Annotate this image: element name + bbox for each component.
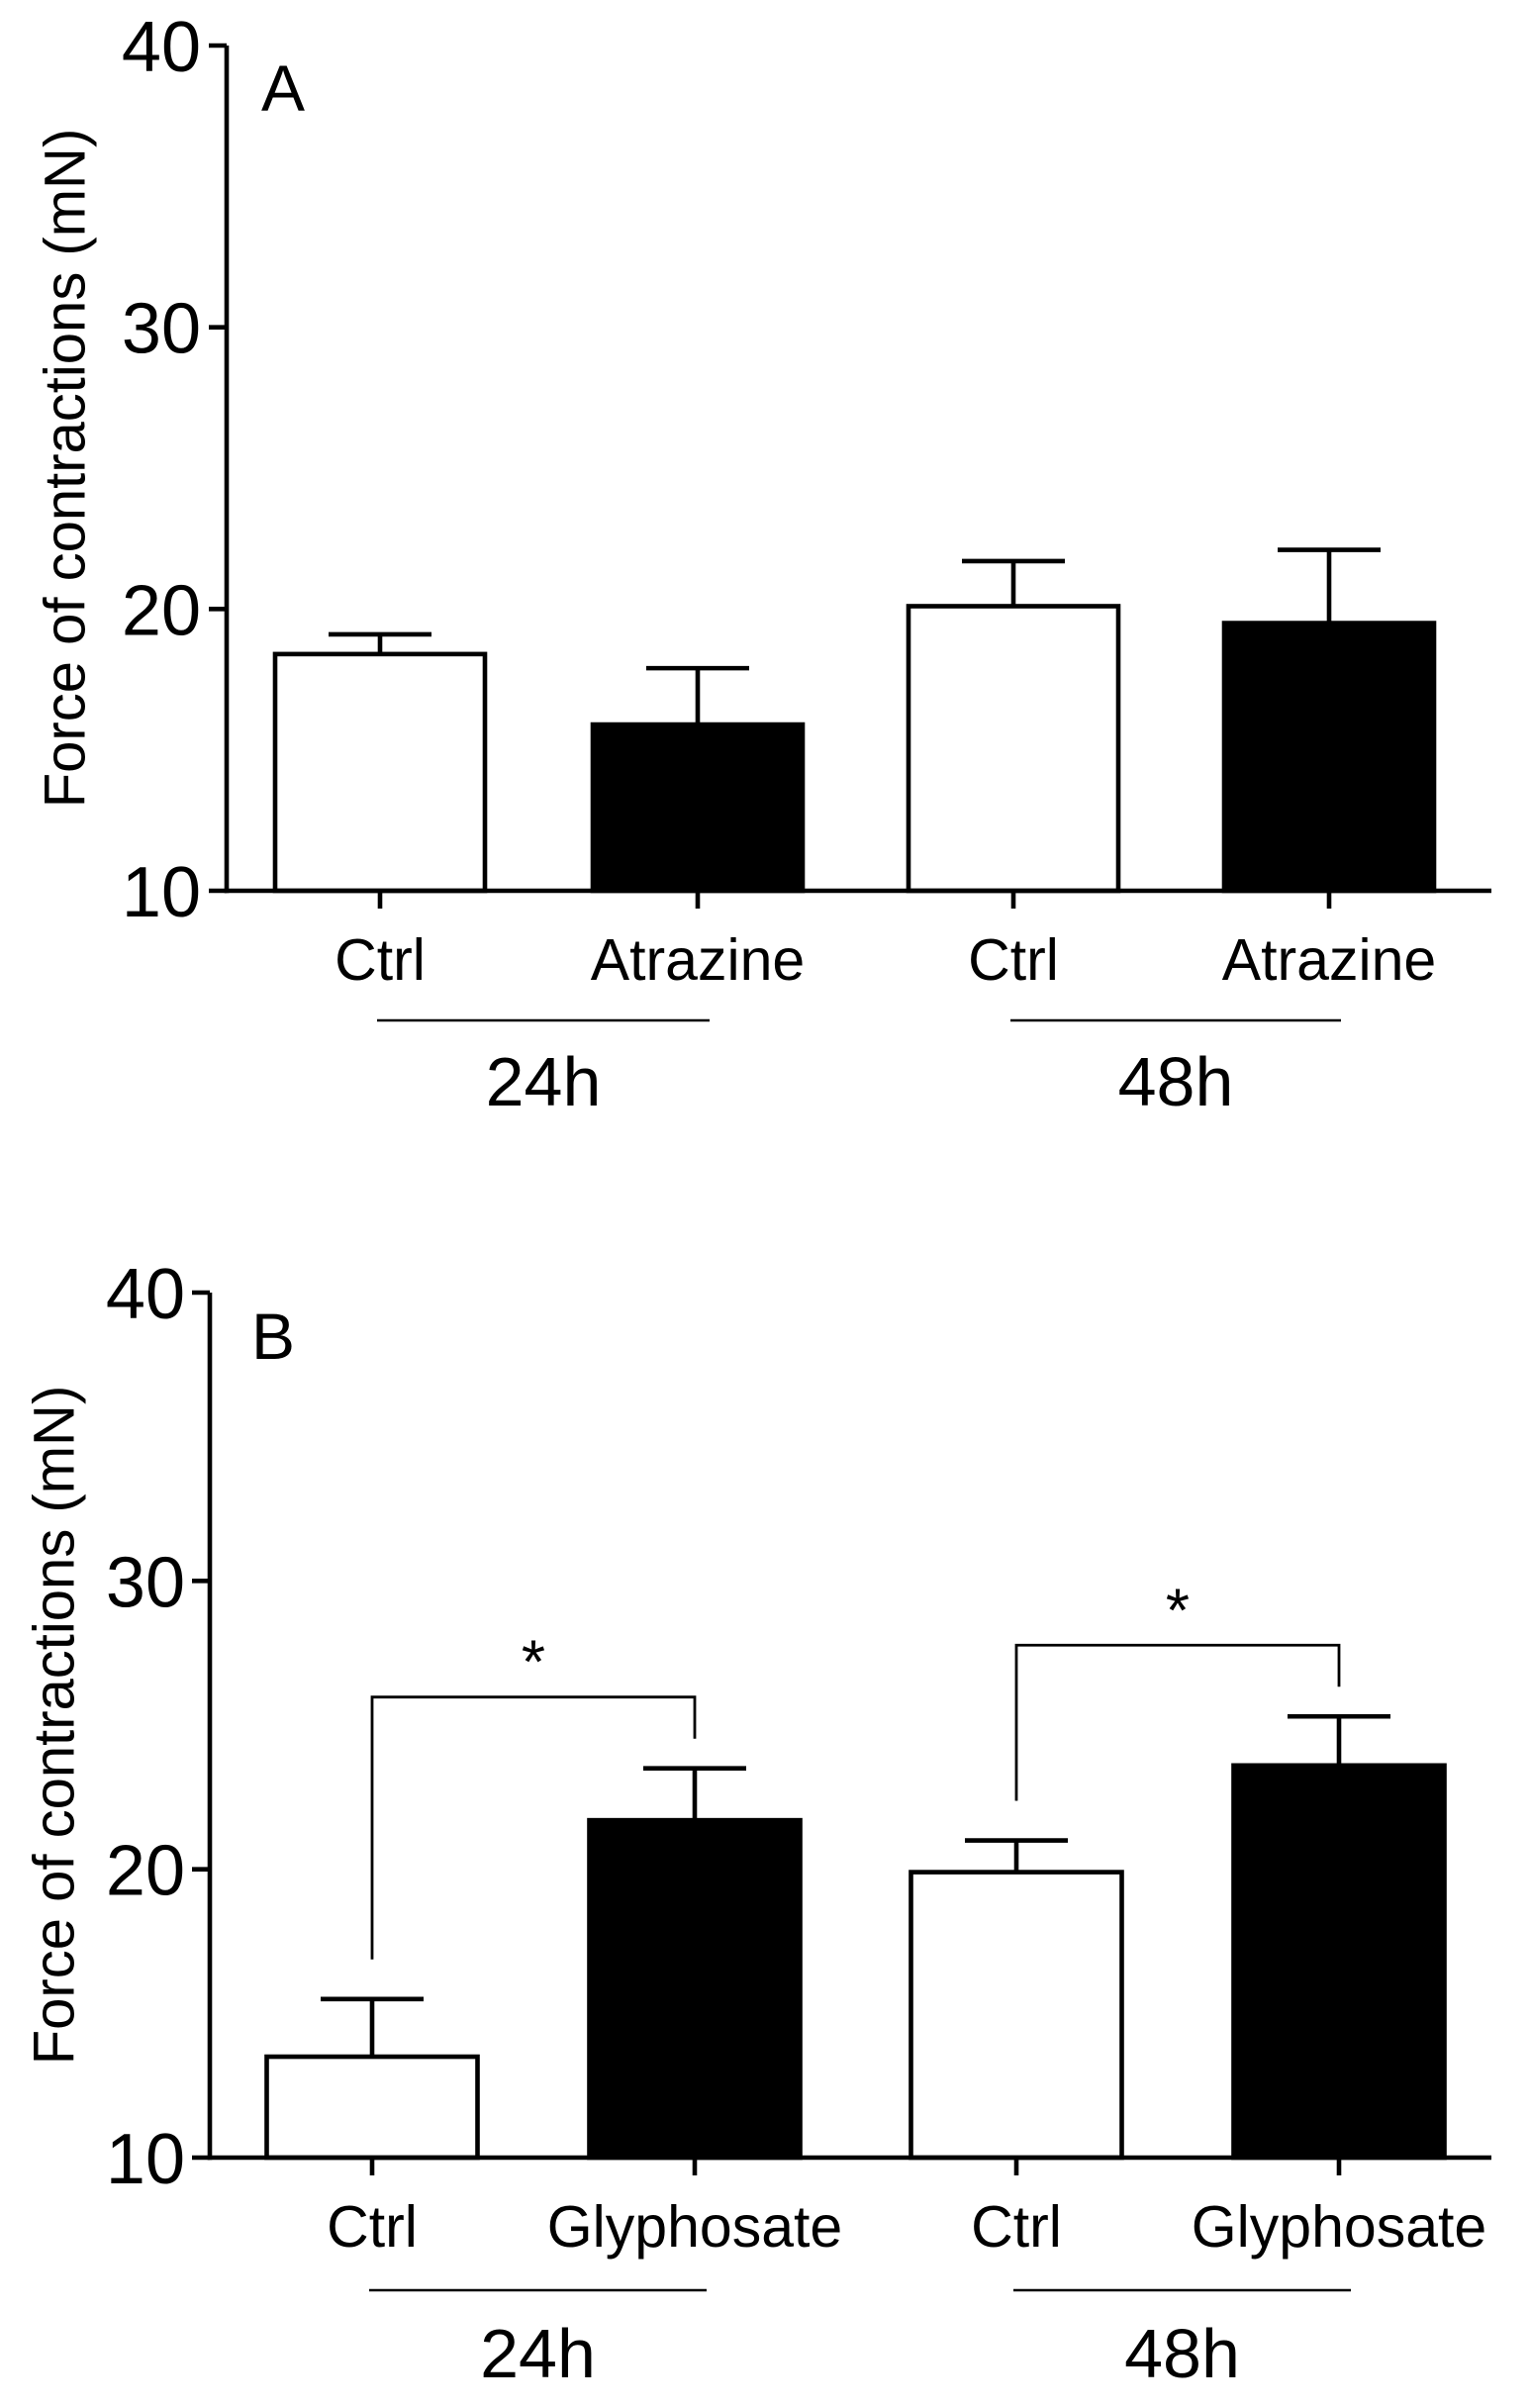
category-label-b-3: Ctrl bbox=[971, 2194, 1062, 2260]
bar-b-3 bbox=[908, 1870, 1124, 2161]
y-tick-label-b-30: 30 bbox=[106, 1543, 185, 1622]
category-label-b-2: Glyphosate bbox=[547, 2194, 842, 2260]
bar-b-1 bbox=[264, 2054, 480, 2161]
group-label-a-1: 24h bbox=[486, 1043, 602, 1120]
panel-b: Ctrl Glyphosate Ctrl Glyphosate 10 20 30 40 Forc… bbox=[23, 1255, 1491, 2392]
group-label-b-2: 48h bbox=[1124, 2315, 1240, 2392]
panel-label-a: A bbox=[261, 51, 305, 125]
category-label-a-4: Atrazine bbox=[1222, 927, 1436, 993]
bar-a-4 bbox=[1221, 621, 1437, 894]
category-label-b-1: Ctrl bbox=[327, 2194, 418, 2260]
category-label-b-4: Glyphosate bbox=[1192, 2194, 1486, 2260]
y-tick-label-a-40: 40 bbox=[122, 8, 201, 87]
bar-a-1 bbox=[272, 651, 488, 894]
bar-b-2 bbox=[587, 1817, 803, 2161]
significance-label-b-1: * bbox=[522, 1629, 545, 1697]
significance-bracket-b-1 bbox=[370, 1695, 697, 1960]
category-label-a-1: Ctrl bbox=[335, 927, 426, 993]
panel-a: Ctrl Atrazine Ctrl Atrazine 10 20 30 40 Force of… bbox=[34, 8, 1491, 1120]
category-label-a-3: Ctrl bbox=[968, 927, 1059, 993]
y-tick-label-b-40: 40 bbox=[106, 1255, 185, 1334]
significance-label-b-2: * bbox=[1166, 1577, 1190, 1645]
y-axis-title-a: Force of contractions (mN) bbox=[34, 129, 98, 809]
panel-label-b: B bbox=[251, 1300, 295, 1373]
bar-a-2 bbox=[590, 722, 806, 894]
y-tick-label-b-10: 10 bbox=[106, 2120, 185, 2199]
y-tick-label-a-10: 10 bbox=[122, 853, 201, 932]
y-tick-label-a-30: 30 bbox=[122, 290, 201, 369]
group-label-b-1: 24h bbox=[480, 2315, 596, 2392]
category-label-a-2: Atrazine bbox=[591, 927, 805, 993]
y-tick-label-b-20: 20 bbox=[106, 1832, 185, 1911]
group-label-a-2: 48h bbox=[1118, 1043, 1234, 1120]
bar-b-4 bbox=[1231, 1763, 1447, 2161]
y-tick-label-a-20: 20 bbox=[122, 571, 201, 650]
y-axis-title-b: Force of contractions (mN) bbox=[23, 1386, 87, 2066]
significance-bracket-b-2 bbox=[1014, 1643, 1341, 1801]
bar-a-3 bbox=[906, 604, 1121, 894]
